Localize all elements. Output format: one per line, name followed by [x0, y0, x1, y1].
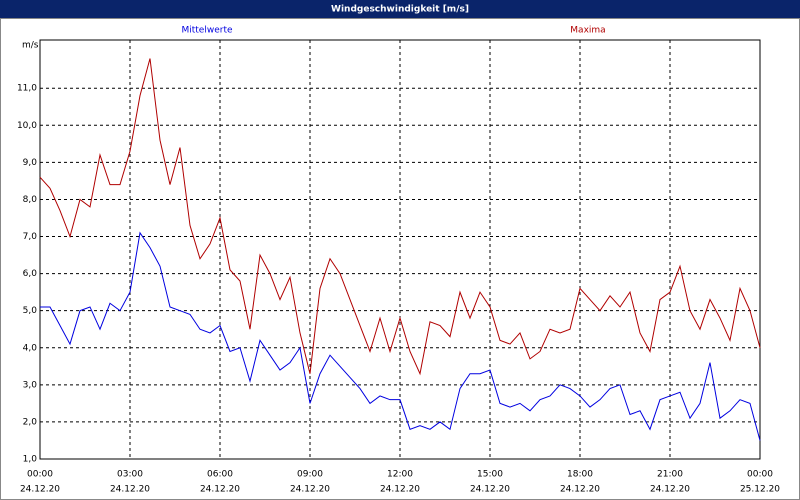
y-tick-label: 11,0 — [17, 84, 37, 94]
x-tick-date: 24.12.20 — [470, 485, 510, 495]
y-tick-label: 4,0 — [23, 343, 38, 353]
chart-title: Windgeschwindigkeit [m/s] — [331, 5, 469, 15]
y-tick-label: 2,0 — [23, 417, 38, 427]
x-tick-label: 09:00 — [297, 470, 323, 480]
y-tick-label: 8,0 — [23, 195, 38, 205]
data-line — [40, 231, 761, 441]
x-tick-date: 24.12.20 — [20, 485, 60, 495]
y-tick-label: 7,0 — [23, 232, 38, 242]
x-tick-label: 18:00 — [567, 470, 593, 480]
legend-entry: Maxima — [570, 26, 605, 36]
y-tick-label: 10,0 — [17, 121, 37, 131]
x-tick-date: 24.12.20 — [560, 485, 600, 495]
y-tick-label: 9,0 — [23, 158, 38, 168]
x-tick-label: 21:00 — [657, 470, 683, 480]
x-tick-label: 06:00 — [207, 470, 233, 480]
x-tick-label: 00:00 — [27, 470, 53, 480]
x-tick-date: 24.12.20 — [110, 485, 150, 495]
title-bar — [0, 0, 800, 18]
x-tick-date: 25.12.20 — [740, 485, 780, 495]
y-unit: m/s — [22, 41, 39, 51]
y-tick-label: 1,0 — [23, 455, 38, 465]
x-tick-label: 15:00 — [477, 470, 503, 480]
y-tick-label: 3,0 — [23, 380, 38, 390]
y-tick-label: 5,0 — [23, 306, 38, 316]
x-tick-date: 24.12.20 — [650, 485, 690, 495]
x-tick-date: 24.12.20 — [200, 485, 240, 495]
x-tick-date: 24.12.20 — [290, 485, 330, 495]
x-tick-label: 00:00 — [747, 470, 773, 480]
data-line — [39, 58, 761, 376]
x-tick-label: 12:00 — [387, 470, 413, 480]
y-tick-label: 6,0 — [23, 269, 38, 279]
legend-entry: Mittelwerte — [181, 26, 232, 36]
x-tick-label: 03:00 — [117, 470, 143, 480]
x-tick-date: 24.12.20 — [380, 485, 420, 495]
